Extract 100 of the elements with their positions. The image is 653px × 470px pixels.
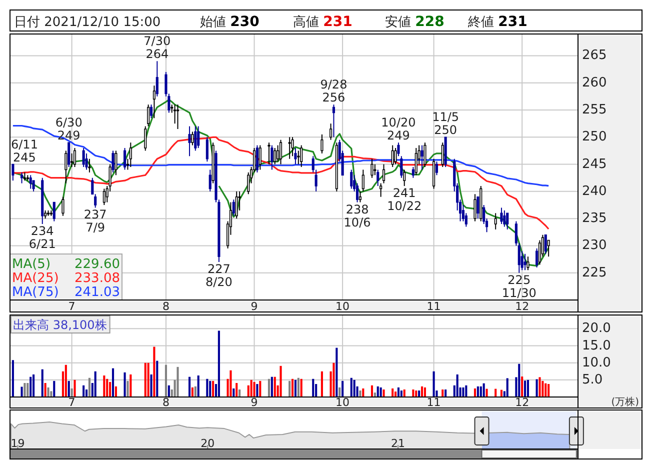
text: 始値 230	[200, 14, 260, 30]
candlestick	[441, 142, 444, 168]
candlestick	[62, 196, 64, 216]
bar	[474, 388, 476, 397]
bar	[359, 390, 362, 397]
candlestick	[114, 150, 118, 176]
bar	[444, 389, 447, 397]
bar	[12, 360, 14, 397]
text: MA(75) 241.03	[12, 285, 120, 300]
y-tick-label: 240	[582, 184, 607, 199]
bar	[480, 386, 482, 397]
bar	[382, 389, 385, 397]
bar	[412, 389, 414, 397]
bar	[288, 380, 291, 397]
bar	[64, 364, 67, 397]
candlestick	[294, 148, 297, 165]
candlestick	[20, 172, 24, 184]
bar	[212, 380, 214, 397]
candlestick	[194, 126, 197, 152]
candlestick	[403, 169, 406, 186]
bar	[44, 382, 46, 397]
candlestick	[268, 142, 270, 165]
bar	[418, 390, 420, 397]
bar	[338, 387, 341, 397]
bar	[82, 385, 85, 397]
bar	[32, 374, 35, 397]
bar	[20, 386, 23, 397]
annotation: 241 10/22	[387, 186, 422, 213]
bar	[420, 386, 424, 397]
candlestick	[376, 169, 380, 186]
candlestick	[526, 256, 530, 271]
candlestick	[503, 210, 506, 228]
bar	[194, 386, 196, 397]
candlestick	[174, 104, 176, 124]
annotation: 10/20 249	[381, 116, 416, 143]
candlestick	[232, 199, 235, 216]
candlestick	[208, 169, 212, 192]
candlestick	[52, 202, 56, 222]
bar	[297, 378, 300, 397]
bar	[238, 389, 241, 397]
bar	[456, 374, 458, 397]
candlestick	[291, 136, 294, 157]
annotation: 225 11/30	[502, 272, 536, 300]
annotation: 出来高 38,100株	[13, 318, 107, 332]
y-tick-label: 20.0	[582, 321, 611, 336]
bar	[41, 369, 44, 397]
x-tick-label: 19	[10, 437, 25, 450]
candlestick	[188, 126, 191, 157]
candlestick	[391, 144, 394, 168]
bar	[353, 380, 356, 397]
x-tick-label: 9	[250, 300, 258, 313]
bar	[526, 380, 529, 397]
bar	[103, 375, 106, 397]
bar	[176, 366, 179, 397]
y-tick-label: 245	[582, 156, 607, 172]
bar	[164, 364, 168, 397]
bar	[476, 386, 479, 397]
text: MA(25) 233.08	[12, 271, 120, 286]
bar	[465, 385, 468, 397]
bar	[332, 362, 335, 397]
candlestick	[258, 144, 262, 170]
candlestick	[73, 148, 76, 168]
y-tick-label: 265	[582, 48, 607, 64]
candlestick	[524, 253, 526, 271]
bar	[403, 389, 406, 397]
candlestick	[279, 139, 282, 165]
y-tick-label: 225	[582, 265, 607, 280]
bar	[236, 382, 238, 397]
candlestick	[274, 148, 276, 165]
bar	[376, 386, 379, 397]
candlestick	[288, 136, 291, 160]
candlestick	[350, 169, 353, 190]
bar	[312, 378, 314, 397]
bar	[432, 371, 435, 397]
bar	[253, 382, 256, 397]
annotation: 9/28 256	[320, 78, 348, 105]
candlestick	[88, 158, 91, 173]
x-tick-label: 21	[391, 437, 406, 450]
bar	[124, 372, 126, 397]
y-axis-title: (万株)	[611, 396, 640, 408]
bar	[206, 378, 208, 397]
candlestick	[82, 148, 85, 168]
x-tick-label: 8	[162, 396, 170, 409]
bar	[147, 362, 150, 397]
bar	[209, 380, 212, 397]
y-tick-label: 255	[582, 102, 607, 118]
candlestick	[320, 134, 324, 154]
candlestick	[276, 144, 280, 162]
bar	[256, 384, 258, 397]
bar	[70, 388, 73, 397]
candlestick	[297, 150, 300, 165]
bar	[250, 380, 252, 397]
bar	[24, 382, 26, 397]
y-tick-label: 230	[582, 238, 607, 254]
x-tick-label: 10	[336, 300, 350, 313]
x-tick-label: 11	[426, 300, 441, 313]
bar	[548, 384, 550, 397]
candlestick	[123, 148, 126, 170]
bar	[144, 362, 146, 397]
bar	[521, 376, 524, 397]
